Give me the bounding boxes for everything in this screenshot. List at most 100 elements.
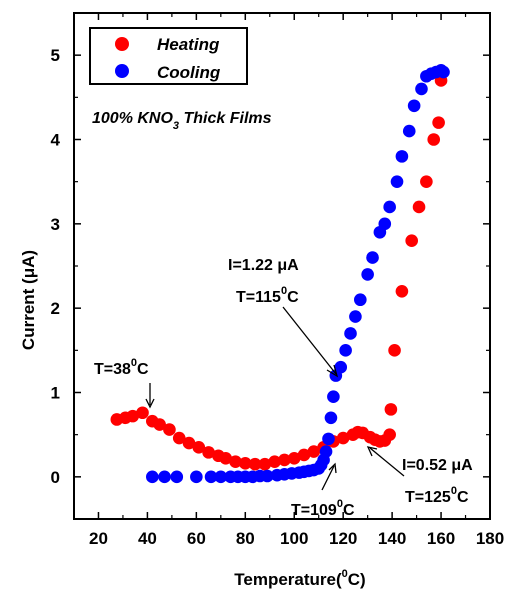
data-point-heating	[172, 431, 186, 445]
chart-subtitle: 100% KNO3 Thick Films	[92, 110, 272, 132]
annotation-i122-line2: T=1150C	[236, 285, 299, 306]
data-point-cooling	[395, 150, 409, 163]
data-point-heating	[153, 418, 166, 431]
legend-label-cooling: Cooling	[157, 63, 221, 82]
data-point-heating	[182, 436, 196, 450]
data-point-cooling	[261, 469, 274, 483]
data-point-heating	[432, 116, 445, 129]
data-point-heating	[229, 455, 242, 468]
x-tick-label: 100	[280, 529, 308, 548]
y-tick-label: 4	[51, 131, 61, 150]
annotation-i122-arrow	[282, 306, 337, 375]
data-point-cooling	[407, 99, 421, 113]
data-point-cooling	[339, 344, 352, 357]
data-point-heating	[427, 133, 441, 146]
data-point-heating	[336, 431, 350, 445]
data-point-cooling	[415, 82, 428, 96]
data-point-cooling	[344, 327, 357, 340]
data-point-cooling	[322, 432, 335, 446]
y-tick-labels: 0 1 2 3 4 5	[51, 46, 61, 487]
data-point-cooling	[214, 470, 228, 484]
data-point-heating	[238, 457, 252, 470]
legend-label-heating: Heating	[157, 35, 220, 54]
data-point-heating	[258, 457, 272, 471]
data-point-cooling	[390, 175, 404, 188]
data-point-heating	[136, 406, 149, 420]
annotation-i122-arrowhead	[326, 364, 339, 378]
data-point-heating	[268, 455, 281, 468]
data-point-cooling	[327, 390, 340, 404]
legend: Heating Cooling	[89, 27, 248, 85]
data-point-cooling	[334, 360, 348, 374]
data-point-heating	[388, 344, 401, 357]
axis-ticks	[73, 12, 491, 520]
data-point-heating	[202, 446, 215, 459]
annotation-t38-text: T=380C	[94, 357, 149, 378]
data-point-cooling	[190, 470, 203, 484]
x-axis-title: Temperature(0C)	[234, 568, 365, 589]
y-axis-title: Current (μA)	[19, 250, 38, 350]
data-point-cooling	[361, 268, 374, 281]
legend-marker-cooling	[115, 64, 129, 78]
data-point-heating	[163, 423, 176, 436]
data-point-cooling	[378, 217, 392, 231]
annotation-t109: T=1090C	[291, 462, 355, 519]
data-point-cooling	[170, 470, 184, 484]
x-tick-labels: 20 40 60 80 100 120 140 160 180	[89, 529, 504, 548]
annotation-i122-line1: I=1.22 μA	[228, 257, 299, 274]
y-tick-label: 0	[51, 468, 60, 487]
annotation-t109-arrow	[321, 465, 335, 491]
data-point-cooling	[366, 251, 379, 264]
data-point-cooling	[158, 470, 171, 484]
data-point-cooling	[146, 470, 159, 484]
y-tick-label: 2	[51, 299, 60, 318]
data-point-cooling	[349, 310, 362, 323]
data-point-heating	[307, 445, 321, 458]
data-point-heating	[383, 428, 396, 441]
annotation-t109-text: T=1090C	[291, 498, 355, 519]
x-tick-label: 20	[89, 529, 108, 548]
data-point-cooling	[319, 445, 333, 458]
x-tick-label: 40	[138, 529, 157, 548]
data-point-heating	[287, 451, 301, 465]
x-tick-label: 180	[476, 529, 504, 548]
x-tick-label: 60	[187, 529, 206, 548]
annotation-i052: I=0.52 μA T=1250C	[366, 446, 473, 506]
data-point-heating	[412, 200, 426, 214]
annotation-i122: I=1.22 μA T=1150C	[228, 257, 339, 378]
data-point-cooling	[383, 200, 396, 214]
annotation-t38: T=380C	[94, 357, 155, 409]
annotation-i052-arrowhead	[366, 446, 378, 457]
y-tick-label: 3	[51, 215, 60, 234]
data-point-cooling	[402, 124, 416, 138]
data-point-heating	[405, 234, 418, 247]
data-point-cooling	[204, 470, 218, 484]
annotation-i052-arrow	[369, 447, 405, 477]
series-heating	[110, 74, 448, 471]
x-tick-label: 140	[378, 529, 406, 548]
series-cooling	[146, 64, 450, 484]
data-point-cooling	[437, 65, 450, 79]
data-point-heating	[219, 451, 233, 465]
data-point-heating	[297, 448, 311, 462]
data-point-heating	[126, 409, 140, 423]
data-point-cooling	[354, 293, 367, 307]
y-tick-label: 1	[51, 384, 60, 403]
annotation-i052-line2: T=1250C	[405, 485, 469, 506]
x-tick-label: 120	[329, 529, 357, 548]
data-point-cooling	[324, 411, 338, 425]
data-point-heating	[278, 453, 291, 467]
y-tick-label: 5	[51, 46, 60, 65]
data-point-heating	[420, 175, 433, 188]
data-point-heating	[192, 441, 206, 454]
annotation-t109-arrowhead	[328, 462, 337, 474]
annotation-i052-line1: I=0.52 μA	[402, 457, 473, 474]
annotation-t38-arrowhead	[145, 398, 155, 409]
data-point-heating	[384, 403, 398, 416]
data-point-heating	[248, 457, 262, 471]
legend-marker-heating	[115, 37, 129, 51]
x-tick-label: 160	[427, 529, 455, 548]
x-tick-label: 80	[236, 529, 255, 548]
data-point-heating	[395, 285, 409, 298]
